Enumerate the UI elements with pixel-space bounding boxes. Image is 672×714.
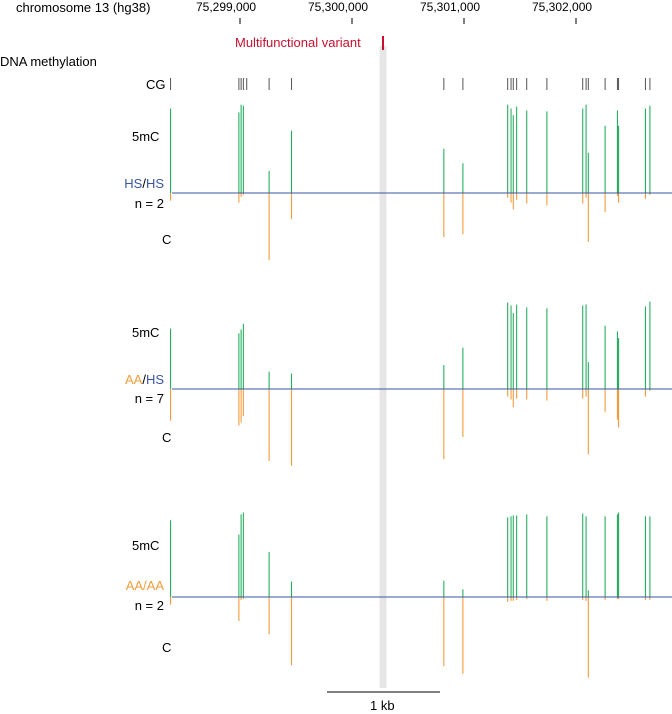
genotype-label: HS/HS bbox=[86, 176, 164, 191]
allele-separator: / bbox=[142, 176, 146, 191]
scale-bar-label: 1 kb bbox=[370, 698, 395, 713]
series-label-methylated: 5mC bbox=[132, 325, 160, 340]
tick-label: 75,299,000 bbox=[196, 0, 257, 14]
methylation-panel bbox=[170, 301, 672, 466]
genotype-label: AA/AA bbox=[86, 578, 164, 593]
methylation-panel bbox=[170, 104, 672, 261]
allele-2: HS bbox=[145, 176, 164, 191]
sample-count: n = 2 bbox=[134, 598, 164, 613]
series-label-unmethylated: C bbox=[162, 232, 172, 247]
allele-1: HS bbox=[124, 176, 143, 191]
series-label-methylated: 5mC bbox=[132, 538, 160, 553]
sample-count: n = 2 bbox=[134, 196, 164, 211]
series-label-unmethylated: C bbox=[162, 640, 172, 655]
allele-1: AA bbox=[124, 372, 143, 387]
allele-2: HS bbox=[145, 372, 164, 387]
axis-label: chromosome 13 (hg38) bbox=[16, 0, 151, 15]
allele-1: AA bbox=[125, 578, 144, 593]
tick-label: 75,302,000 bbox=[532, 0, 593, 14]
allele-2: AA bbox=[146, 578, 164, 593]
sample-count: n = 7 bbox=[134, 391, 164, 406]
series-label-methylated: 5mC bbox=[132, 129, 160, 144]
series-label-unmethylated: C bbox=[162, 430, 172, 445]
allele-separator: / bbox=[143, 578, 147, 593]
genotype-label: AA/HS bbox=[86, 372, 164, 387]
allele-separator: / bbox=[142, 372, 146, 387]
tick-label: 75,301,000 bbox=[420, 0, 481, 14]
variant-highlight bbox=[379, 46, 387, 688]
methylation-panels bbox=[170, 104, 672, 678]
axis-tick-marks bbox=[239, 18, 577, 24]
cg-label: CG bbox=[146, 77, 166, 92]
methylation-panel bbox=[170, 512, 672, 678]
tick-label: 75,300,000 bbox=[308, 0, 369, 14]
cg-site-track bbox=[170, 78, 651, 90]
variant-label: Multifunctional variant bbox=[235, 35, 361, 50]
track-title: DNA methylation bbox=[0, 54, 97, 69]
